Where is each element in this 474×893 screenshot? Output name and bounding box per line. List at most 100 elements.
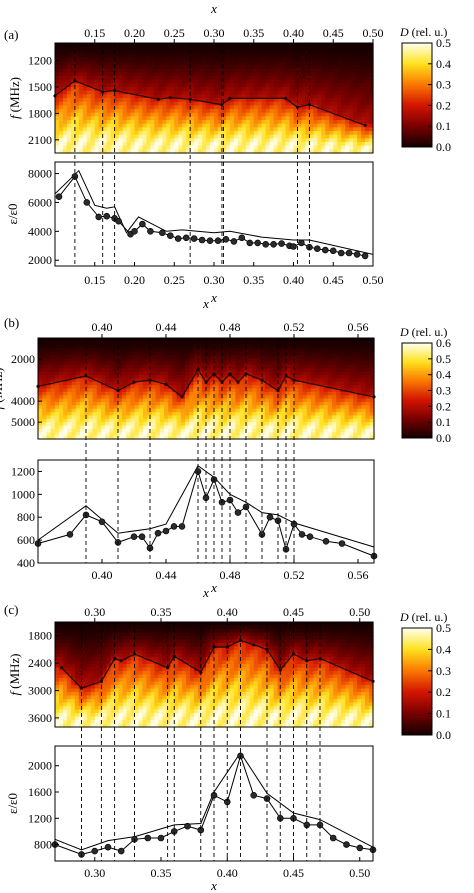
heatmap-cell xyxy=(164,391,169,396)
heatmap-cell xyxy=(277,428,283,433)
heatmap-cell xyxy=(134,425,140,430)
heatmap-cell xyxy=(74,142,80,147)
heatmap-cell xyxy=(293,61,299,66)
heatmap-cell xyxy=(294,418,299,423)
heatmap-cell xyxy=(186,116,191,121)
heatmap-cell xyxy=(248,348,253,353)
heatmap-cell xyxy=(281,361,287,366)
heatmap-cell xyxy=(365,101,370,106)
heatmap-cell xyxy=(58,145,64,150)
heatmap-cell xyxy=(245,76,251,81)
heatmap-cell xyxy=(178,149,183,154)
heatmap-cell xyxy=(159,338,165,342)
measured-point xyxy=(206,237,214,244)
heatmap-cell xyxy=(84,341,89,346)
heatmap-cell xyxy=(176,425,182,430)
heatmap-cell xyxy=(239,418,245,423)
heatmap-cell xyxy=(202,98,207,103)
heatmap-cell xyxy=(317,76,322,81)
heatmap-cell xyxy=(221,131,227,136)
heatmap-cell xyxy=(82,94,88,99)
heatmap-cell xyxy=(239,348,245,353)
heatmap-cell xyxy=(150,90,155,95)
heatmap-cell xyxy=(317,83,322,88)
heatmap-cell xyxy=(151,378,157,383)
heatmap-cell xyxy=(67,361,73,366)
heatmap-cell xyxy=(237,149,243,154)
heatmap-cell xyxy=(206,338,211,342)
heatmap-cell xyxy=(221,101,227,106)
heatmap-cell xyxy=(229,72,235,77)
heatmap-cell xyxy=(353,112,358,117)
heatmap-cell xyxy=(66,142,72,147)
heatmap-cell xyxy=(210,134,215,139)
heatmap-cell xyxy=(185,361,190,366)
heatmap-cell xyxy=(333,46,338,51)
heatmap-cell xyxy=(269,435,274,440)
heatmap-cell xyxy=(50,368,56,373)
heatmap-cell xyxy=(311,391,316,396)
heatmap-cell xyxy=(337,79,342,84)
heatmap-cell xyxy=(253,72,259,77)
heatmap-cell xyxy=(67,422,73,427)
heatmap-cell xyxy=(194,90,199,95)
heatmap-cell xyxy=(332,388,337,393)
heatmap-cell xyxy=(109,418,115,423)
heatmap-cell xyxy=(333,120,338,125)
heatmap-cell xyxy=(297,112,303,117)
heatmap-cell xyxy=(290,415,295,420)
heatmap-cell xyxy=(126,371,131,376)
heatmap-cell xyxy=(74,54,80,59)
heatmap-cell xyxy=(293,131,299,136)
heatmap-cell xyxy=(221,123,227,128)
heatmap-cell xyxy=(92,371,98,376)
heatmap-cell xyxy=(285,381,291,386)
heatmap-cell xyxy=(138,401,144,406)
heatmap-cell xyxy=(134,405,140,410)
heatmap-cell xyxy=(126,341,131,346)
heatmap-cell xyxy=(182,57,187,62)
panel-1: (a) 0.15 0.20 0.25 0.30 0.35 0.40 0.45 0.50x1200… xyxy=(4,1,451,305)
heatmap-cell xyxy=(138,381,144,386)
heatmap-cell xyxy=(159,405,165,410)
heatmap-cell xyxy=(301,72,307,77)
heatmap-cell xyxy=(134,338,140,342)
heatmap-cell xyxy=(159,358,165,363)
heatmap-cell xyxy=(78,72,84,77)
heatmap-cell xyxy=(235,391,241,396)
heatmap-cell xyxy=(206,425,211,430)
heatmap-cell xyxy=(357,415,362,420)
heatmap-cell xyxy=(58,46,64,51)
heatmap-cell xyxy=(134,57,140,62)
heatmap-cell xyxy=(151,405,157,410)
heatmap-cell xyxy=(154,131,159,136)
heatmap-cell xyxy=(159,435,165,440)
heatmap-cell xyxy=(174,57,179,62)
heatmap-cell xyxy=(309,109,314,114)
heatmap-cell xyxy=(260,381,266,386)
heatmap-cell xyxy=(75,435,81,440)
heatmap-cell xyxy=(210,408,215,413)
heatmap-cell xyxy=(273,68,279,73)
heatmap-cell xyxy=(114,43,120,48)
heatmap-cell xyxy=(71,358,77,363)
heatmap-cell xyxy=(233,83,239,88)
heatmap-cell xyxy=(55,83,60,88)
heatmap-cell xyxy=(155,435,161,440)
heatmap-cell xyxy=(147,418,152,423)
heatmap-cell xyxy=(84,415,89,420)
heatmap-cell xyxy=(92,348,98,353)
heatmap-cell xyxy=(159,341,165,346)
heatmap-cell xyxy=(109,395,115,400)
heatmap-cell xyxy=(340,408,346,413)
heatmap-cell xyxy=(273,428,278,433)
heatmap-cell xyxy=(88,361,94,366)
heatmap-cell xyxy=(245,65,251,70)
heatmap-cell xyxy=(269,112,275,117)
colorbar-tick-label: 0.2 xyxy=(436,98,451,112)
heatmap-cell xyxy=(134,94,140,99)
heatmap-cell xyxy=(341,131,346,136)
heatmap-cell xyxy=(122,120,128,125)
heatmap-cell xyxy=(90,87,96,92)
heatmap-cell xyxy=(321,54,326,59)
